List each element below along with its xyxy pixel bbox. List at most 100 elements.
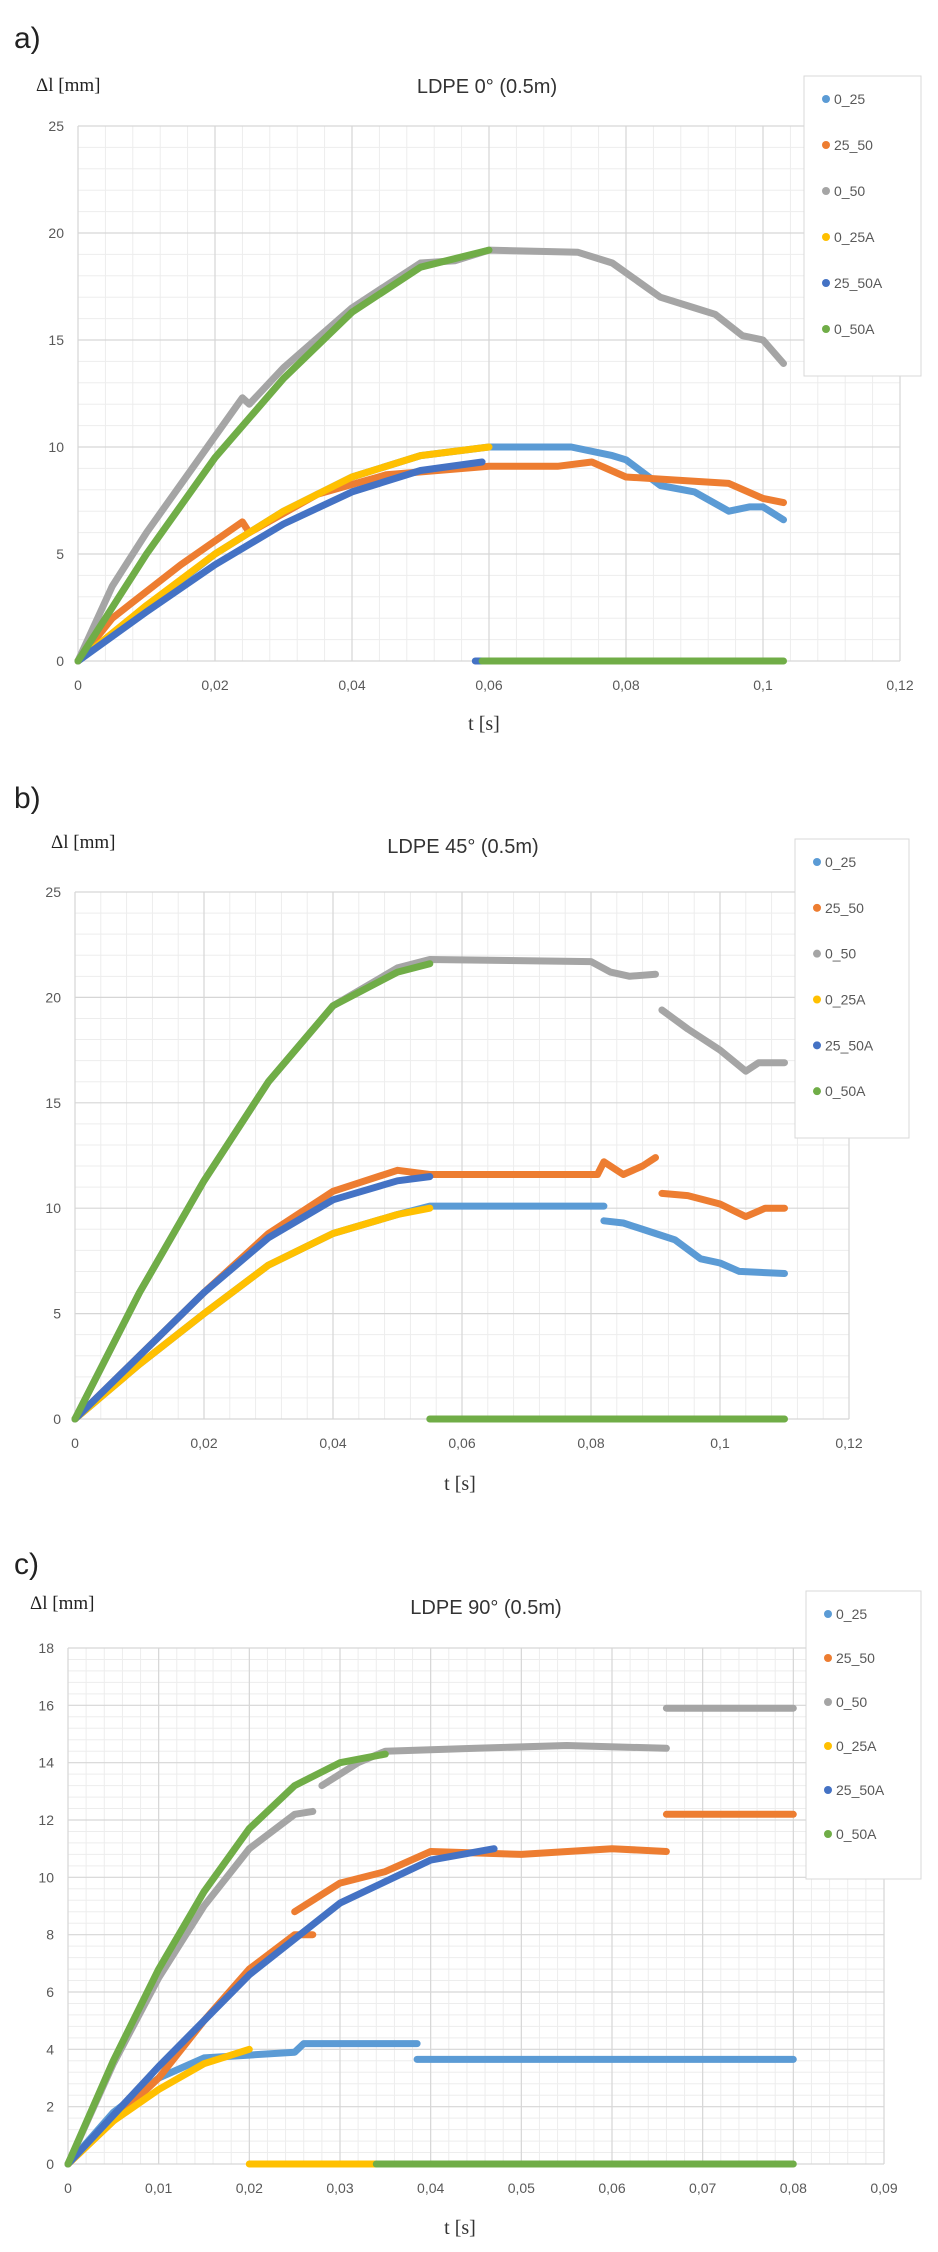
series-line-0_50	[658, 1006, 788, 1075]
y-tick-label: 0	[56, 653, 64, 669]
y-tick-label: 0	[46, 2156, 54, 2172]
series-25_50A	[64, 1845, 498, 2168]
legend-marker-icon	[824, 1830, 832, 1838]
legend-label: 25_50	[834, 137, 873, 153]
chart-title: LDPE 90° (0.5m)	[410, 1597, 561, 1619]
legend-marker-icon	[824, 1698, 832, 1706]
legend-marker-icon	[813, 1041, 821, 1050]
legend-label: 0_50A	[836, 1826, 877, 1842]
legend-label: 0_25	[825, 854, 856, 870]
legend-label: 25_50A	[825, 1037, 874, 1053]
y-tick-label: 16	[38, 1697, 54, 1713]
legend: 0_25 25_50 0_50 0_25A 25_50A 0_50A	[803, 75, 922, 377]
panel-label: a)	[14, 22, 41, 55]
legend-label: 0_50	[825, 946, 856, 962]
gridlines	[67, 1647, 885, 2165]
legend-label: 0_50A	[825, 1083, 866, 1099]
legend-marker-icon	[813, 1087, 821, 1096]
y-tick-label: 5	[56, 546, 64, 562]
legend-label: 25_50A	[834, 275, 883, 291]
legend-label: 0_25A	[836, 1738, 877, 1754]
legend-marker-icon	[813, 903, 821, 912]
y-tick-label: 25	[48, 118, 64, 134]
x-tick-label: 0	[71, 1435, 79, 1451]
legend-marker-icon	[822, 279, 830, 287]
series-line-25_50A	[71, 1173, 434, 1423]
x-tick-label: 0,02	[190, 1435, 217, 1451]
series-line-25_50	[74, 458, 787, 665]
x-axis-label: t [s]	[468, 713, 500, 735]
y-tick-label: 18	[38, 1640, 54, 1656]
legend-label: 25_50A	[836, 1782, 885, 1798]
y-axis-label: Δl [mm]	[51, 832, 115, 853]
series-line-0_25	[600, 1217, 788, 1277]
x-tick-label: 0,05	[508, 2180, 535, 2196]
gridlines	[74, 891, 850, 1420]
legend-box	[794, 838, 910, 1139]
y-tick-label: 10	[38, 1869, 54, 1885]
series-0_50	[71, 956, 788, 1423]
legend-marker-icon	[824, 1786, 832, 1794]
y-tick-label: 10	[48, 439, 64, 455]
legend-marker-icon	[824, 1610, 832, 1618]
x-tick-label: 0,04	[338, 677, 365, 693]
x-tick-label: 0,12	[886, 677, 913, 693]
gridlines	[77, 125, 901, 662]
series-0_50A	[74, 246, 787, 665]
legend-marker-icon	[813, 995, 821, 1004]
panel-label: b)	[14, 782, 41, 815]
x-tick-label: 0,09	[870, 2180, 897, 2196]
chart-title: LDPE 0° (0.5m)	[417, 76, 557, 98]
series-line-25_50	[291, 1845, 670, 1916]
x-tick-label: 0,07	[689, 2180, 716, 2196]
series-line-0_25	[71, 1202, 608, 1423]
legend-label: 0_25A	[825, 992, 866, 1008]
y-tick-label: 15	[48, 332, 64, 348]
x-tick-label: 0,12	[835, 1435, 862, 1451]
y-tick-label: 25	[45, 884, 61, 900]
legend-marker-icon	[813, 858, 821, 866]
legend-label: 0_25A	[834, 229, 875, 245]
legend-marker-icon	[822, 141, 830, 149]
series-line-0_50A	[71, 960, 434, 1423]
series-line-25_50A	[74, 458, 486, 665]
series-line-0_25A	[74, 443, 493, 665]
legend-label: 25_50	[836, 1650, 875, 1666]
x-tick-label: 0,06	[598, 2180, 625, 2196]
x-axis-label: t [s]	[444, 1473, 476, 1495]
chart-a: a) Δl [mm] LDPE 0° (0.5m) 0 0,02 0,04 0,06 0,08…	[14, 22, 922, 735]
legend-label: 25_50	[825, 900, 864, 916]
y-tick-label: 8	[46, 1927, 54, 1943]
y-tick-label: 10	[45, 1200, 61, 1216]
chart-title: LDPE 45° (0.5m)	[387, 836, 538, 858]
legend-label: 0_50A	[834, 321, 875, 337]
series-0_25A	[74, 443, 493, 665]
series-25_50	[71, 1154, 788, 1423]
series-line-0_25A	[71, 1204, 434, 1423]
y-tick-label: 5	[53, 1306, 61, 1322]
legend-marker-icon	[822, 325, 830, 333]
y-axis-label: Δl [mm]	[30, 1593, 94, 1614]
x-tick-label: 0,1	[753, 677, 773, 693]
series-line-0_50	[318, 1742, 670, 1790]
series-line-25_50A	[64, 1845, 498, 2168]
x-tick-label: 0,03	[326, 2180, 353, 2196]
x-tick-label: 0,06	[448, 1435, 475, 1451]
chart-c: c) Δl [mm] LDPE 90° (0.5m) 0 0,01 0,02 0,03 0,0…	[14, 1548, 922, 2239]
x-tick-label: 0,06	[475, 677, 502, 693]
y-tick-label: 15	[45, 1095, 61, 1111]
y-tick-label: 20	[48, 225, 64, 241]
x-tick-label: 0,08	[780, 2180, 807, 2196]
series-0_25A	[71, 1204, 434, 1423]
y-tick-label: 12	[38, 1812, 54, 1828]
series-line-0_50A	[64, 1750, 389, 2168]
series-line-0_50A	[74, 246, 493, 665]
legend-marker-icon	[813, 949, 821, 958]
legend-box	[805, 1590, 922, 1880]
chart-b: b) Δl [mm] LDPE 45° (0.5m) 0 0,02 0,04 0,06 0,0…	[14, 782, 910, 1495]
series-0_50A	[71, 960, 788, 1423]
x-tick-label: 0,08	[577, 1435, 604, 1451]
y-tick-label: 6	[46, 1984, 54, 2000]
y-axis-label: Δl [mm]	[36, 75, 100, 96]
